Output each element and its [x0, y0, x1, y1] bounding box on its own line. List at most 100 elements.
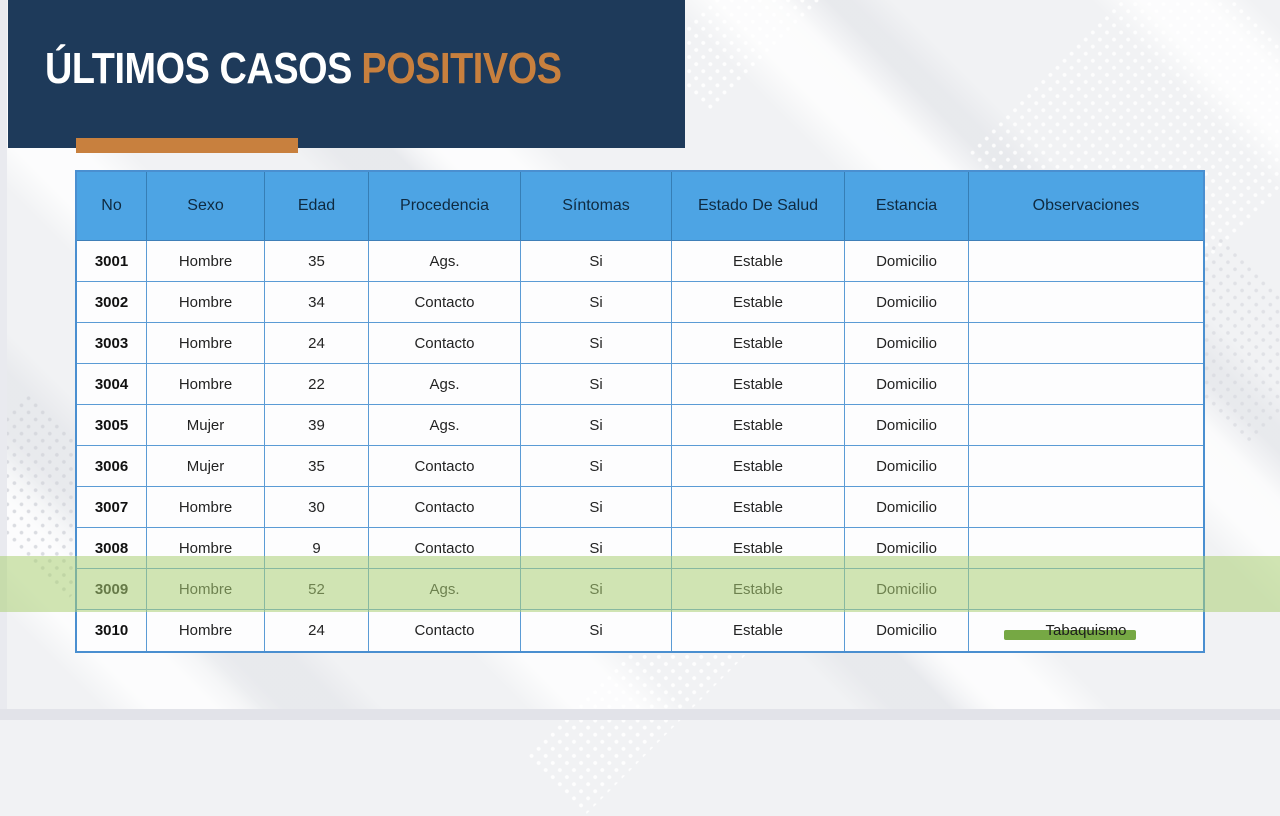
cell-edad: 24	[265, 323, 369, 363]
cell-sintomas: Si	[521, 364, 672, 404]
cell-sexo: Hombre	[147, 282, 265, 322]
cell-no: 3002	[77, 282, 147, 322]
column-header: Síntomas	[521, 172, 672, 240]
cell-estado: Estable	[672, 446, 845, 486]
cell-sexo: Hombre	[147, 569, 265, 609]
cell-procedencia: Contacto	[369, 323, 521, 363]
cell-estado: Estable	[672, 282, 845, 322]
cell-sintomas: Si	[521, 241, 672, 281]
cell-sexo: Mujer	[147, 446, 265, 486]
cell-edad: 52	[265, 569, 369, 609]
cell-no: 3010	[77, 610, 147, 651]
cell-sintomas: Si	[521, 569, 672, 609]
cell-estado: Estable	[672, 487, 845, 527]
table-row-3008: 3008 Hombre 9 Contacto Si Estable Domicilio	[77, 528, 1203, 569]
cell-sintomas: Si	[521, 610, 672, 651]
table-row-3001: 3001 Hombre 35 Ags. Si Estable Domicilio	[77, 241, 1203, 282]
cases-table: No Sexo Edad Procedencia Síntomas Estado De S…	[75, 170, 1205, 653]
cell-procedencia: Contacto	[369, 528, 521, 568]
cell-observaciones	[969, 323, 1203, 363]
cell-estancia: Domicilio	[845, 282, 969, 322]
cell-observaciones	[969, 364, 1203, 404]
cell-sexo: Hombre	[147, 610, 265, 651]
cell-procedencia: Ags.	[369, 241, 521, 281]
cell-estancia: Domicilio	[845, 364, 969, 404]
table-row-3004: 3004 Hombre 22 Ags. Si Estable Domicilio	[77, 364, 1203, 405]
cell-procedencia: Contacto	[369, 487, 521, 527]
cell-sexo: Hombre	[147, 364, 265, 404]
column-header: No	[77, 172, 147, 240]
cell-procedencia: Contacto	[369, 610, 521, 651]
cell-no: 3005	[77, 405, 147, 445]
cell-no: 3009	[77, 569, 147, 609]
cell-estancia: Domicilio	[845, 487, 969, 527]
cell-no: 3007	[77, 487, 147, 527]
column-header: Estado De Salud	[672, 172, 845, 240]
table-row-3010: 3010 Hombre 24 Contacto Si Estable Domicilio Ta…	[77, 610, 1203, 651]
cell-estado: Estable	[672, 323, 845, 363]
table-header-row: No Sexo Edad Procedencia Síntomas Estado De S…	[77, 172, 1203, 241]
column-header: Edad	[265, 172, 369, 240]
cell-observaciones	[969, 405, 1203, 445]
cell-observaciones	[969, 569, 1203, 609]
column-header: Observaciones	[1032, 197, 1140, 214]
slide-bottom-edge	[0, 709, 1280, 720]
cell-no: 3004	[77, 364, 147, 404]
cell-sintomas: Si	[521, 528, 672, 568]
observation-text: Tabaquismo	[1045, 622, 1127, 639]
cell-estancia: Domicilio	[845, 610, 969, 651]
column-header: Estancia	[845, 172, 969, 240]
cell-sexo: Hombre	[147, 528, 265, 568]
cell-edad: 34	[265, 282, 369, 322]
cell-procedencia: Contacto	[369, 446, 521, 486]
cell-estado: Estable	[672, 528, 845, 568]
cell-procedencia: Ags.	[369, 569, 521, 609]
cell-estado: Estable	[672, 569, 845, 609]
cell-no: 3008	[77, 528, 147, 568]
cell-observaciones: Tabaquismo	[969, 610, 1203, 651]
cell-sintomas: Si	[521, 323, 672, 363]
page-title-primary: ÚLTIMOS CASOS	[45, 44, 352, 93]
accent-underline-bar	[76, 138, 298, 153]
cell-sexo: Hombre	[147, 241, 265, 281]
page-title-accent: POSITIVOS	[361, 44, 562, 93]
cell-edad: 24	[265, 610, 369, 651]
cell-estancia: Domicilio	[845, 405, 969, 445]
cell-estado: Estable	[672, 405, 845, 445]
cell-estado: Estable	[672, 241, 845, 281]
cell-procedencia: Contacto	[369, 282, 521, 322]
cell-procedencia: Ags.	[369, 405, 521, 445]
cell-no: 3003	[77, 323, 147, 363]
title-banner: ÚLTIMOS CASOS POSITIVOS	[8, 0, 685, 148]
table-row-3005: 3005 Mujer 39 Ags. Si Estable Domicilio	[77, 405, 1203, 446]
table-row-3007: 3007 Hombre 30 Contacto Si Estable Domicilio	[77, 487, 1203, 528]
cell-edad: 35	[265, 241, 369, 281]
cell-sintomas: Si	[521, 446, 672, 486]
cell-observaciones	[969, 487, 1203, 527]
cell-sintomas: Si	[521, 487, 672, 527]
cell-estancia: Domicilio	[845, 323, 969, 363]
cell-edad: 9	[265, 528, 369, 568]
cell-estado: Estable	[672, 364, 845, 404]
cell-sexo: Hombre	[147, 323, 265, 363]
table-row-3006: 3006 Mujer 35 Contacto Si Estable Domicilio	[77, 446, 1203, 487]
cell-procedencia: Ags.	[369, 364, 521, 404]
cell-edad: 35	[265, 446, 369, 486]
page-title: ÚLTIMOS CASOS POSITIVOS	[45, 47, 562, 91]
cell-estancia: Domicilio	[845, 446, 969, 486]
table-body: 3001 Hombre 35 Ags. Si Estable Domicilio 3002 Ho…	[77, 241, 1203, 651]
table-row-3002: 3002 Hombre 34 Contacto Si Estable Domicilio	[77, 282, 1203, 323]
cell-sintomas: Si	[521, 282, 672, 322]
cell-no: 3006	[77, 446, 147, 486]
cell-observaciones	[969, 446, 1203, 486]
cell-estado: Estable	[672, 610, 845, 651]
cell-estancia: Domicilio	[845, 569, 969, 609]
cell-no: 3001	[77, 241, 147, 281]
cell-estancia: Domicilio	[845, 528, 969, 568]
column-header: Sexo	[147, 172, 265, 240]
column-header: Procedencia	[369, 172, 521, 240]
cell-estancia: Domicilio	[845, 241, 969, 281]
cell-observaciones	[969, 241, 1203, 281]
cell-observaciones	[969, 528, 1203, 568]
table-row-3009: 3009 Hombre 52 Ags. Si Estable Domicilio	[77, 569, 1203, 610]
